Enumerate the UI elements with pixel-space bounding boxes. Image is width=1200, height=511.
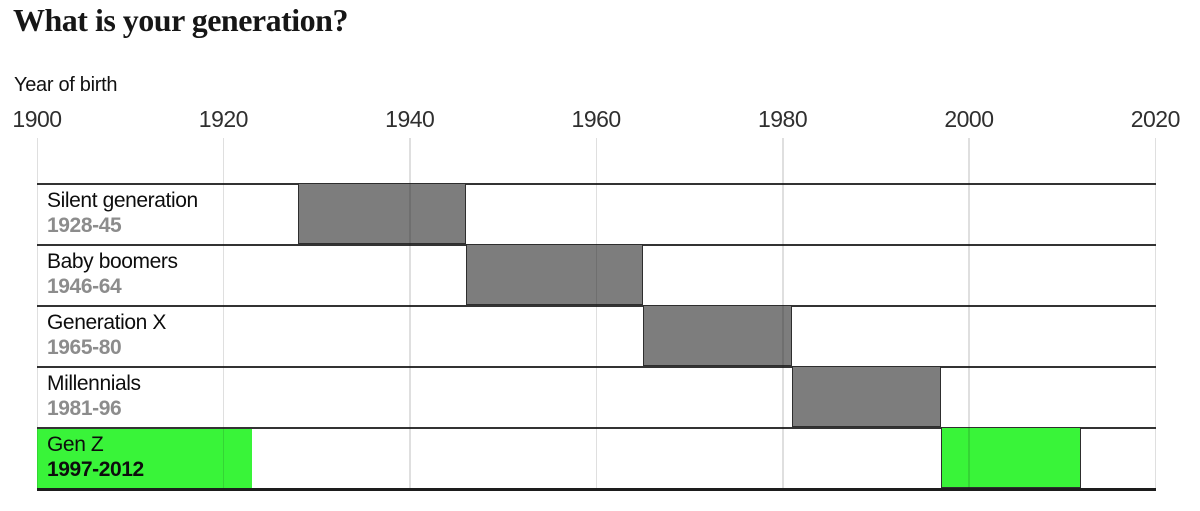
- row-labels: Gen Z 1997-2012: [37, 429, 1156, 482]
- generation-name: Gen Z: [47, 433, 104, 456]
- row-labels: Silent generation 1928-45: [37, 185, 1156, 238]
- generation-bar: [642, 305, 792, 366]
- generation-name: Millennials: [47, 372, 141, 395]
- generation-name: Generation X: [47, 311, 166, 334]
- axis-tick-label: 2020: [1130, 106, 1181, 132]
- row-labels: Millennials 1981-96: [37, 368, 1156, 421]
- selected-generation-bar: [940, 427, 1081, 488]
- axis-tick-label: 1920: [198, 106, 249, 132]
- generation-name: Baby boomers: [47, 250, 178, 273]
- axis-tick-label: 1940: [385, 106, 435, 132]
- generation-rows: Silent generation 1928-45 Baby boomers 1946…: [37, 183, 1156, 491]
- generation-row-gen-z[interactable]: Gen Z 1997-2012: [37, 427, 1156, 488]
- generation-row-millennials[interactable]: Millennials 1981-96: [37, 366, 1156, 427]
- generation-row-silent-generation[interactable]: Silent generation 1928-45: [37, 183, 1156, 244]
- generation-row-baby-boomers[interactable]: Baby boomers 1946-64: [37, 244, 1156, 305]
- page-title: What is your generation?: [13, 2, 348, 38]
- generation-year-range: 1965-80: [47, 335, 122, 359]
- axis-tick-label: 1980: [757, 106, 808, 132]
- generation-year-range: 1946-64: [47, 274, 122, 298]
- generation-year-range: 1981-96: [47, 396, 122, 420]
- generation-row-generation-x[interactable]: Generation X 1965-80: [37, 305, 1156, 366]
- axis-tick-label: 2000: [944, 106, 994, 132]
- generation-name: Silent generation: [47, 189, 198, 212]
- generation-year-range: 1997-2012: [47, 457, 144, 481]
- row-labels: Baby boomers 1946-64: [37, 246, 1156, 299]
- axis-tick-label: 1900: [12, 106, 62, 132]
- generation-bar: [791, 366, 941, 427]
- generation-year-range: 1928-45: [47, 213, 122, 237]
- generation-bar: [465, 244, 643, 305]
- generation-bar: [297, 183, 466, 244]
- row-labels: Generation X 1965-80: [37, 307, 1156, 360]
- axis-tick-labels: 1900 1920 1940 1960 1980 2000 2020: [12, 0, 1180, 511]
- x-axis-title: Year of birth: [14, 74, 118, 96]
- axis-tick-label: 1960: [571, 106, 622, 132]
- selected-row-highlight: [37, 429, 252, 488]
